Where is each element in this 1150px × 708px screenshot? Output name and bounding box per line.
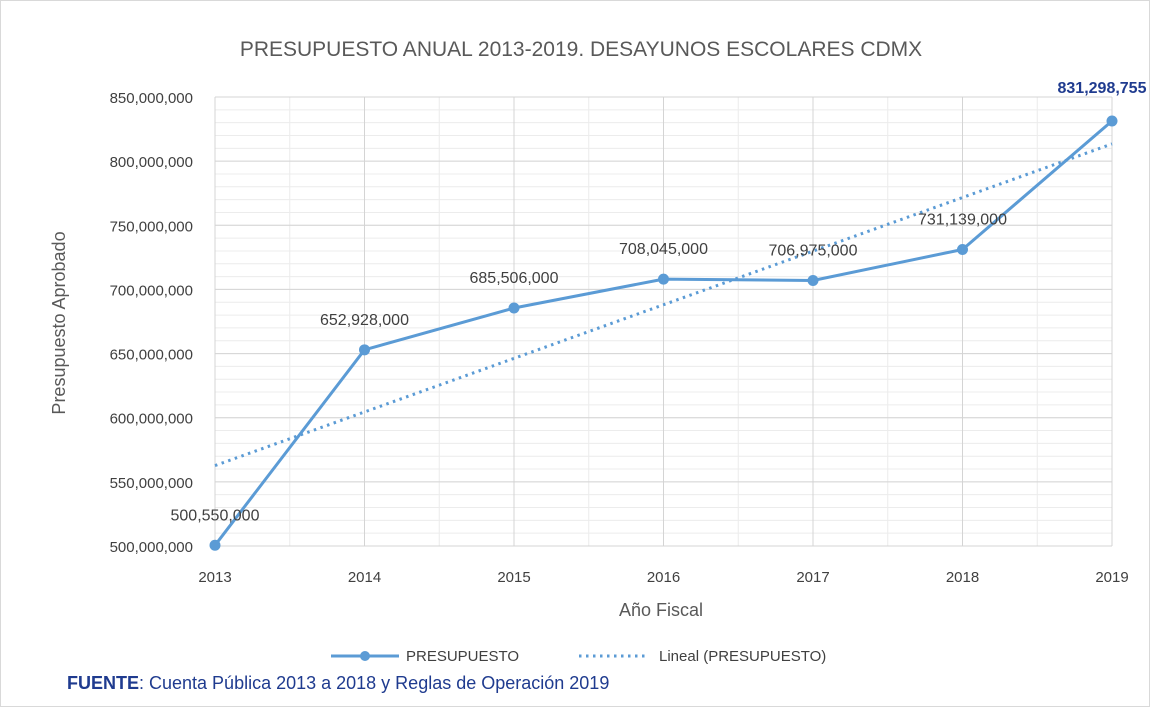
data-label: 708,045,000	[619, 241, 708, 258]
data-point	[509, 303, 520, 314]
data-label: 685,506,000	[470, 270, 559, 287]
y-tick-label: 550,000,000	[110, 475, 193, 492]
legend-label-trend: Lineal (PRESUPUESTO)	[659, 648, 826, 665]
y-tick-label: 500,000,000	[110, 539, 193, 556]
x-tick-label: 2019	[1095, 569, 1128, 586]
y-axis-ticks: 500,000,000 550,000,000 600,000,000 650,000…	[110, 90, 193, 556]
x-tick-label: 2013	[198, 569, 231, 586]
data-label: 731,139,000	[918, 211, 1007, 228]
x-axis-title: Año Fiscal	[619, 600, 703, 620]
legend: PRESUPUESTO Lineal (PRESUPUESTO)	[331, 648, 826, 665]
data-label: 500,550,000	[171, 507, 260, 524]
source-note: FUENTE: Cuenta Pública 2013 a 2018 y Reg…	[67, 673, 609, 694]
x-tick-label: 2017	[796, 569, 829, 586]
x-tick-label: 2014	[348, 569, 381, 586]
y-tick-label: 600,000,000	[110, 411, 193, 428]
data-label: 652,928,000	[320, 312, 409, 329]
y-tick-label: 800,000,000	[110, 154, 193, 171]
data-point	[210, 540, 221, 551]
x-tick-label: 2018	[946, 569, 979, 586]
data-point	[957, 244, 968, 255]
chart-title: PRESUPUESTO ANUAL 2013-2019. DESAYUNOS E…	[240, 38, 922, 61]
legend-marker-presupuesto	[360, 651, 370, 661]
data-point	[658, 274, 669, 285]
y-tick-label: 750,000,000	[110, 218, 193, 235]
y-tick-label: 850,000,000	[110, 90, 193, 107]
source-text: : Cuenta Pública 2013 a 2018 y Reglas de…	[139, 673, 609, 693]
data-point	[808, 275, 819, 286]
legend-label-presupuesto: PRESUPUESTO	[406, 648, 519, 665]
source-label: FUENTE	[67, 673, 139, 693]
data-label: 831,298,755	[1058, 80, 1147, 97]
y-tick-label: 700,000,000	[110, 282, 193, 299]
data-label: 706,975,000	[769, 242, 858, 259]
x-tick-label: 2016	[647, 569, 680, 586]
data-point	[359, 344, 370, 355]
y-tick-label: 650,000,000	[110, 347, 193, 364]
y-axis-title: Presupuesto Aprobado	[49, 231, 69, 414]
data-point	[1107, 115, 1118, 126]
x-tick-label: 2015	[497, 569, 530, 586]
x-axis-ticks: 2013 2014 2015 2016 2017 2018 2019	[198, 569, 1128, 586]
